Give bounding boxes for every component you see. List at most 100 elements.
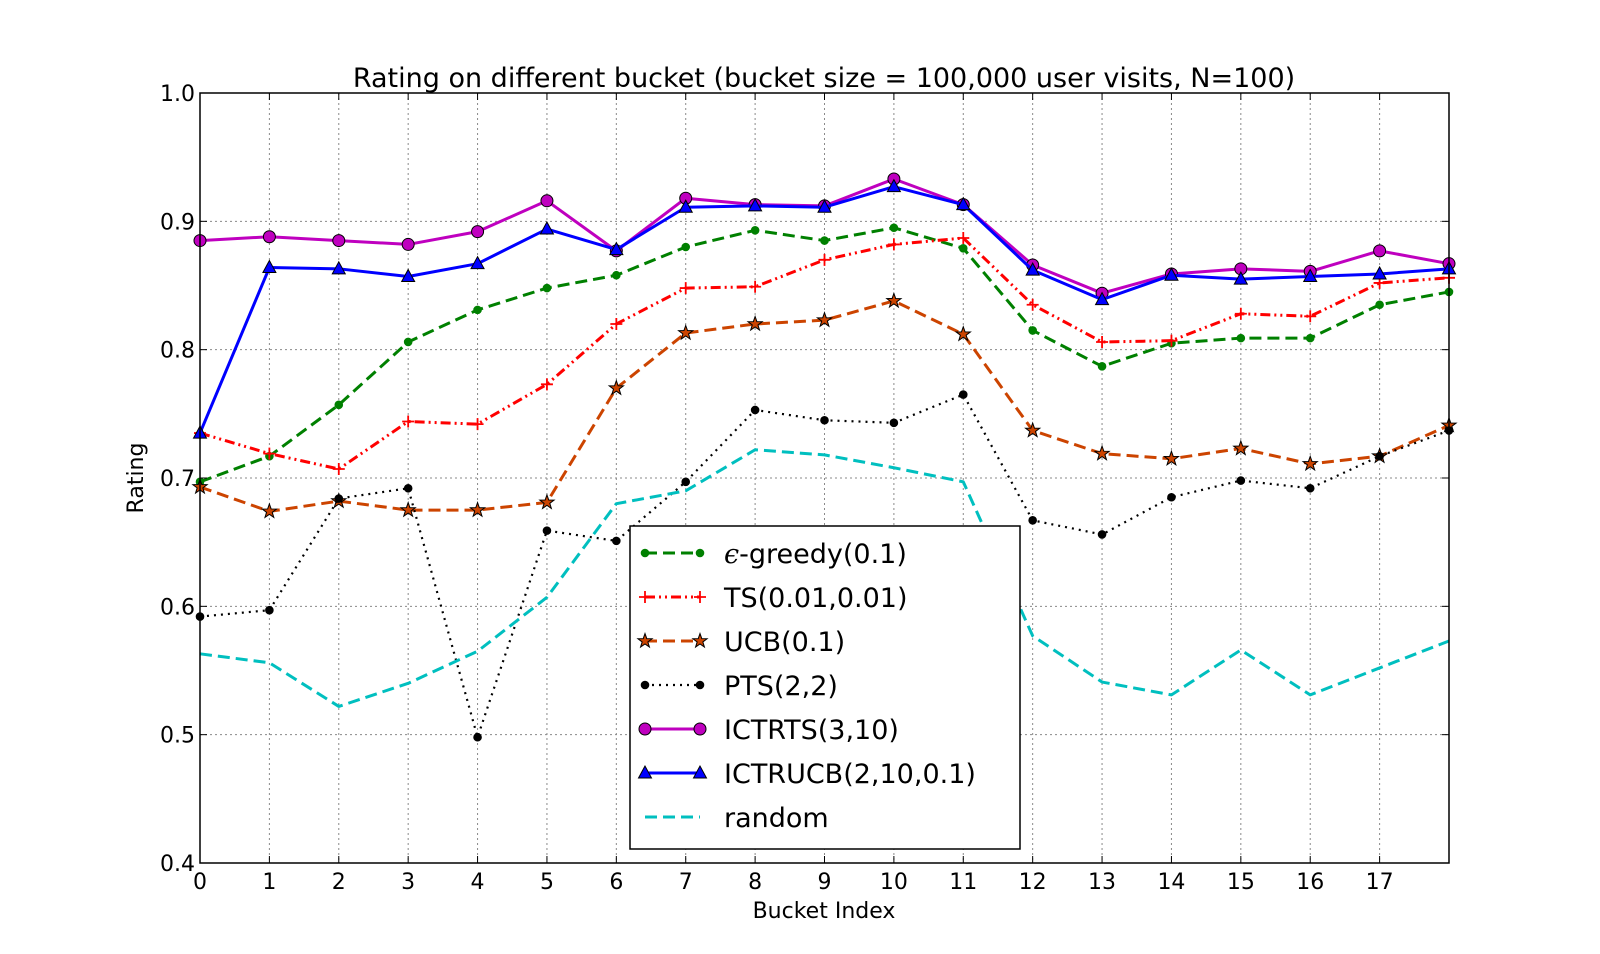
data-point — [610, 318, 623, 330]
legend-marker — [691, 631, 709, 649]
data-point — [679, 282, 692, 295]
data-point — [746, 314, 764, 332]
data-point — [471, 418, 484, 431]
legend-box — [629, 525, 1021, 850]
data-point — [820, 415, 829, 425]
x-tick-label: 14 — [1157, 870, 1185, 895]
series-1 — [194, 232, 1455, 476]
data-point — [1375, 300, 1384, 310]
y-tick-label: 0.4 — [160, 852, 195, 877]
y-tick-label: 0.6 — [160, 595, 195, 620]
series-2 — [191, 291, 1458, 519]
data-point — [540, 194, 554, 208]
data-point — [1162, 449, 1181, 467]
series-line — [199, 177, 1450, 295]
data-point — [887, 238, 900, 251]
data-point — [1025, 262, 1041, 276]
data-point — [331, 260, 347, 275]
data-point — [402, 415, 415, 428]
x-tick-label: 5 — [540, 870, 554, 895]
data-point — [1236, 333, 1246, 343]
legend-label: UCB(0.1) — [724, 627, 845, 658]
x-tick-label: 12 — [1019, 870, 1047, 895]
data-point — [1236, 476, 1246, 485]
data-point — [1028, 516, 1037, 525]
series-0 — [195, 223, 1454, 487]
y-tick-label: 0.5 — [160, 724, 195, 749]
data-point — [334, 494, 344, 503]
x-tick-label: 2 — [332, 870, 346, 895]
data-point — [542, 283, 552, 293]
data-point — [750, 405, 760, 415]
x-axis-label: Bucket Index — [753, 899, 896, 924]
data-point — [678, 199, 694, 213]
series-3 — [195, 390, 1454, 742]
data-point — [468, 501, 487, 518]
x-tick-label: 9 — [818, 870, 832, 895]
data-point — [677, 323, 695, 341]
data-point — [681, 477, 691, 487]
x-tick-label: 7 — [679, 870, 693, 895]
data-point — [1372, 265, 1387, 280]
data-point — [263, 447, 276, 460]
data-point — [1097, 530, 1107, 539]
data-point — [957, 232, 970, 245]
data-point — [1233, 271, 1249, 285]
data-point — [955, 196, 971, 211]
data-point — [1096, 335, 1109, 348]
legend-marker — [694, 591, 706, 603]
data-point — [542, 526, 552, 535]
data-point — [1301, 454, 1319, 472]
legend-marker — [695, 548, 705, 558]
x-tick-label: 1 — [262, 870, 276, 895]
x-tick-label: 13 — [1088, 870, 1116, 895]
legend-marker — [695, 680, 705, 690]
data-point — [954, 325, 972, 342]
data-point — [612, 536, 621, 546]
data-point — [471, 225, 485, 239]
data-point — [817, 199, 832, 213]
data-point — [886, 178, 902, 193]
series-line — [199, 448, 1450, 708]
data-point — [1024, 421, 1042, 438]
x-tick-label: 15 — [1227, 870, 1255, 895]
data-point — [958, 390, 968, 399]
legend-label: ϵ-greedy(0.1) — [724, 539, 907, 570]
data-point — [1026, 298, 1039, 311]
data-point — [885, 291, 903, 309]
data-point — [1304, 310, 1317, 323]
data-point — [1164, 267, 1179, 281]
data-point — [473, 305, 482, 315]
data-point — [260, 502, 278, 519]
series-4 — [193, 172, 1456, 300]
data-point — [1305, 333, 1315, 343]
x-tick-label: 8 — [748, 870, 762, 895]
x-tick-label: 11 — [949, 870, 977, 895]
data-point — [1167, 492, 1176, 502]
legend-label: random — [724, 803, 829, 834]
data-point — [332, 234, 346, 248]
data-point — [1093, 444, 1111, 461]
x-tick-label: 17 — [1366, 870, 1394, 895]
data-point — [749, 280, 762, 293]
data-point — [747, 197, 763, 212]
y-axis-label: Rating — [124, 443, 149, 514]
y-tick-label: 0.7 — [160, 467, 195, 492]
data-point — [403, 483, 413, 493]
y-tick-label: 0.8 — [160, 339, 195, 364]
data-point — [334, 400, 344, 410]
data-point — [958, 243, 968, 253]
x-tick-label: 3 — [401, 870, 415, 895]
data-point — [820, 236, 829, 245]
data-point — [1232, 439, 1250, 456]
x-tick-label: 0 — [193, 870, 207, 895]
data-point — [539, 220, 555, 235]
data-point — [1373, 244, 1387, 258]
data-point — [681, 242, 691, 252]
y-tick-label: 1.0 — [160, 82, 195, 107]
data-point — [1305, 483, 1315, 493]
data-point — [332, 463, 345, 476]
data-point — [1165, 334, 1178, 347]
